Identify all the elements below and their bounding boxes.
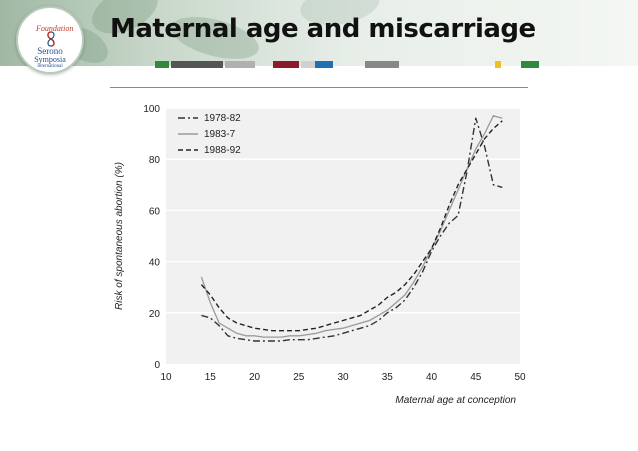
- logo-line-symposia: Symposia: [34, 55, 66, 64]
- x-tick-labels: 10 15 20 25 30 35 40 45 50: [160, 372, 526, 383]
- series-line-1983-7: [200, 115, 503, 338]
- color-stripe-bar: [155, 61, 540, 68]
- y-tick-label: 60: [149, 206, 161, 217]
- stripe-segment: [315, 61, 333, 68]
- plot-area: [166, 108, 520, 364]
- logo-line-serono: Serono: [37, 46, 63, 56]
- x-tick-label: 25: [293, 372, 305, 383]
- legend-label: 1983-7: [204, 129, 236, 140]
- x-tick-label: 15: [205, 372, 217, 383]
- stripe-segment: [365, 61, 399, 68]
- x-tick-label: 50: [514, 372, 526, 383]
- x-tick-label: 35: [382, 372, 394, 383]
- x-tick-label: 10: [160, 372, 172, 383]
- stripe-segment: [273, 61, 299, 68]
- stripe-segment: [225, 61, 255, 68]
- stripe-segment: [521, 61, 539, 68]
- y-tick-label: 20: [149, 309, 161, 320]
- y-gridlines: [166, 107, 520, 314]
- series-layer: [200, 115, 503, 342]
- y-tick-label: 80: [149, 155, 161, 166]
- logo-script-text: Foundation: [36, 24, 74, 33]
- stripe-segment: [495, 61, 501, 68]
- serono-logo: Foundation Serono Symposia International: [16, 6, 84, 74]
- chart-legend: 1978-82 1983-7 1988-92: [178, 113, 241, 156]
- x-axis-label: Maternal age at conception: [395, 395, 516, 406]
- stripe-segment: [171, 61, 223, 68]
- x-tick-label: 45: [470, 372, 482, 383]
- y-tick-label: 40: [149, 258, 161, 269]
- ribbon-icon: [47, 31, 55, 47]
- series-line-1978-82: [201, 117, 503, 342]
- y-tick-label: 100: [143, 104, 160, 115]
- title-banner: [0, 0, 638, 66]
- legend-label: 1988-92: [204, 145, 241, 156]
- stripe-segment: [155, 61, 169, 68]
- legend-label: 1978-82: [204, 113, 241, 124]
- y-tick-label: 0: [154, 360, 160, 371]
- series-line-1988-92: [200, 120, 503, 332]
- x-tick-label: 30: [337, 372, 349, 383]
- x-tick-label: 20: [249, 372, 261, 383]
- divider-rule: [110, 87, 528, 88]
- logo-line-international: International: [37, 64, 63, 69]
- x-tick-label: 40: [426, 372, 438, 383]
- y-axis-label: Risk of spontaneous abortion (%): [114, 162, 125, 310]
- slide-title: Maternal age and miscarriage: [110, 14, 536, 44]
- stripe-segment: [301, 61, 315, 68]
- y-tick-labels: 0 20 40 60 80 100: [143, 104, 160, 371]
